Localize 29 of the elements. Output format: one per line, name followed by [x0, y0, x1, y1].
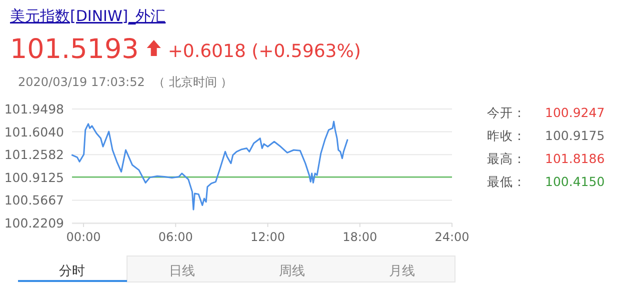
text: 周线 — [279, 264, 305, 279]
x-tick-label: 24:00 — [434, 230, 470, 244]
text: +0.6018 (+0.5963%) — [168, 41, 361, 62]
chart-title: 美元指数[DINIW]_外汇 — [10, 7, 166, 25]
text: 2020/03/19 17:03:52 — [18, 75, 145, 89]
y-tick-label: 101.6040 — [4, 124, 64, 140]
text: 101.8186 — [545, 151, 605, 166]
x-tick-label: 18:00 — [342, 230, 378, 244]
text: 最低： — [487, 174, 526, 189]
y-tick-label: 100.5667 — [4, 192, 64, 208]
line-series — [71, 120, 348, 210]
x-tick-label: 00:00 — [66, 230, 101, 244]
text: 昨收： — [487, 128, 526, 143]
y-tick-label: 101.2582 — [4, 147, 64, 162]
y-tick-label: 100.9125 — [4, 170, 64, 185]
y-tick-label: 101.9498 — [4, 102, 64, 116]
text: 分时 — [59, 264, 85, 279]
text: 月线 — [389, 264, 415, 279]
chart-subtitle: 101.5193 — [10, 34, 139, 65]
x-tick-label: 12:00 — [250, 230, 286, 244]
y-tick-label: 100.2209 — [4, 216, 64, 230]
x-tick-label: 06:00 — [158, 230, 193, 244]
text: 今开： — [487, 105, 526, 120]
text: 100.9175 — [545, 128, 605, 143]
text: 日线 — [169, 264, 195, 279]
text: 最高： — [487, 151, 526, 166]
text: 100.9247 — [545, 105, 605, 120]
text: 100.4150 — [545, 174, 605, 189]
text: （ 北京时间 ） — [153, 75, 233, 89]
